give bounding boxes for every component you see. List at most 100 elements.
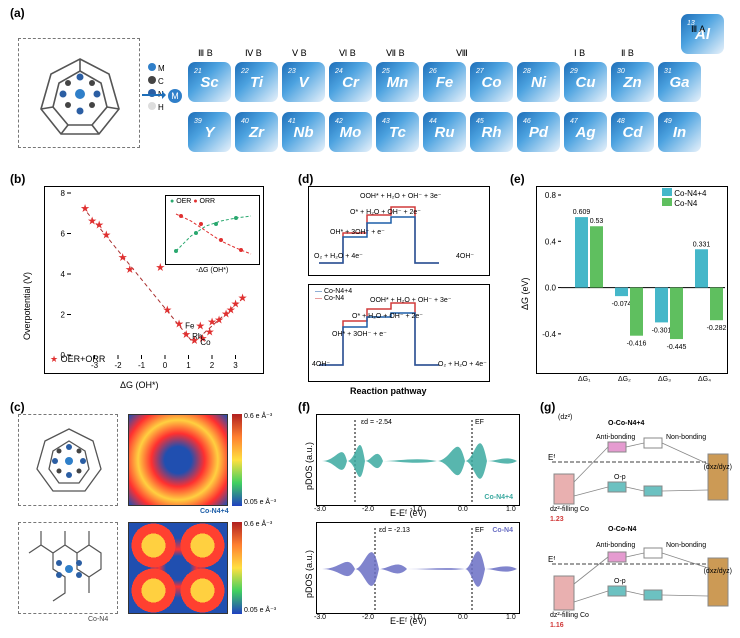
- f-top-ed: εd = -2.54: [361, 419, 392, 426]
- svg-text:0.0: 0.0: [545, 284, 557, 293]
- element-tile-Rh: 45Rh: [470, 112, 513, 152]
- g-top: Eᶠ O-Co-N4+4 Anti-bonding Non-bonding O-…: [548, 424, 732, 516]
- element-tile-In: 49In: [658, 112, 701, 152]
- e-legend: Co-N4+4 Co-N4: [662, 188, 706, 208]
- svg-text:6: 6: [61, 230, 66, 239]
- c-cbar1: [232, 414, 242, 506]
- svg-text:-2: -2: [114, 361, 122, 370]
- f-top-ef: EF: [475, 419, 484, 426]
- svg-text:8: 8: [61, 189, 66, 198]
- label-b: (b): [10, 172, 25, 186]
- group-label: Ⅵ B: [339, 48, 356, 59]
- c-lab2: Co-N4: [88, 616, 108, 623]
- svg-text:-0.416: -0.416: [627, 341, 647, 348]
- f-bot-ef: EF: [475, 527, 484, 534]
- chart-b-inset: ● OER ● ORR -ΔG (OH*): [165, 195, 260, 265]
- d-xlabel: Reaction pathway: [350, 386, 427, 396]
- c-cbar2-hi: 0.6 e Å⁻³: [244, 520, 272, 528]
- c-struct1: [18, 414, 118, 506]
- svg-text:★: ★: [80, 203, 90, 215]
- inset-legend: ● OER ● ORR: [170, 198, 215, 205]
- svg-text:2: 2: [61, 311, 66, 320]
- label-a: (a): [10, 6, 25, 20]
- b-ylabel: Overpotential (V): [22, 272, 32, 340]
- c-struct2: [18, 522, 118, 614]
- element-tile-Y: 39Y: [188, 112, 231, 152]
- svg-text:0.4: 0.4: [545, 237, 557, 246]
- label-d: (d): [298, 172, 313, 186]
- f-bot-lab: Co-N4: [492, 527, 513, 534]
- svg-text:0.331: 0.331: [693, 241, 711, 248]
- c-cbar2: [232, 522, 242, 614]
- svg-text:1: 1: [186, 361, 191, 370]
- element-tile-Sc: 21Sc: [188, 62, 231, 102]
- svg-text:-0.4: -0.4: [542, 330, 556, 339]
- g-bot: Eᶠ O-Co-N4 Anti-bonding Non-bonding O-p …: [548, 530, 732, 622]
- c-cbar1-lo: 0.05 e Å⁻³: [244, 498, 276, 506]
- c-density1: [128, 414, 228, 506]
- group-label: Ⅶ B: [386, 48, 405, 59]
- element-tile-Tc: 43Tc: [376, 112, 419, 152]
- svg-text:-0.282: -0.282: [707, 325, 727, 332]
- svg-text:Fe: Fe: [185, 322, 195, 331]
- element-tile-Pd: 46Pd: [517, 112, 560, 152]
- svg-text:Co: Co: [200, 338, 211, 347]
- svg-text:★: ★: [125, 264, 135, 276]
- label-c: (c): [10, 400, 25, 414]
- element-tile-V: 23V: [282, 62, 325, 102]
- group-label: Ⅲ A: [691, 24, 705, 35]
- arrow-icon: [142, 90, 166, 100]
- c-cbar1-hi: 0.6 e Å⁻³: [244, 412, 272, 420]
- svg-text:-1: -1: [138, 361, 146, 370]
- svg-text:3: 3: [233, 361, 238, 370]
- label-f: (f): [298, 400, 310, 414]
- svg-text:Eᶠ: Eᶠ: [548, 453, 555, 462]
- group-label: Ⅱ B: [621, 48, 634, 59]
- d-legend: — Co-N4+4 — Co-N4: [315, 288, 352, 302]
- svg-text:-0.301: -0.301: [652, 327, 672, 334]
- element-tile-Zr: 40Zr: [235, 112, 278, 152]
- chart-f-top: εd = -2.54 Co-N4+4 EF: [316, 414, 520, 506]
- group-label: Ⅲ B: [198, 48, 213, 59]
- element-tile-Fe: 26Fe: [423, 62, 466, 102]
- chart-f-bot: εd = -2.13 Co-N4 EF: [316, 522, 520, 614]
- c-lab1: Co-N4+4: [200, 508, 229, 515]
- svg-text:★: ★: [101, 230, 111, 242]
- svg-text:★: ★: [155, 262, 165, 274]
- group-label: Ⅰ B: [574, 48, 585, 59]
- label-g: (g): [540, 400, 555, 414]
- g-header: (dz²): [558, 414, 572, 421]
- element-tile-Zn: 30Zn: [611, 62, 654, 102]
- svg-text:0.609: 0.609: [573, 209, 591, 216]
- molecule-structure: [18, 38, 140, 148]
- element-tile-Mn: 25Mn: [376, 62, 419, 102]
- element-tile-Cd: 48Cd: [611, 112, 654, 152]
- element-tile-Cr: 24Cr: [329, 62, 372, 102]
- group-label: Ⅳ B: [245, 48, 262, 59]
- chart-e: -0.40.00.40.80.6090.53-0.074-0.416-0.301…: [536, 186, 728, 374]
- group-label: Ⅷ: [456, 48, 468, 59]
- element-tile-Ni: 28Ni: [517, 62, 560, 102]
- f-top-lab: Co-N4+4: [484, 494, 513, 501]
- svg-text:★: ★: [118, 252, 128, 264]
- chart-b: -3-2-1012302468★★★★★★★★★★★★★★★★★★★★FeRhC…: [44, 186, 264, 374]
- element-tile-Co: 27Co: [470, 62, 513, 102]
- svg-text:0.53: 0.53: [590, 218, 604, 225]
- element-tile-Mo: 42Mo: [329, 112, 372, 152]
- element-tile-Cu: 29Cu: [564, 62, 607, 102]
- c-cbar2-lo: 0.05 e Å⁻³: [244, 606, 276, 614]
- b-legend: ★ OER+ORR: [50, 354, 105, 365]
- f-bot-ed: εd = -2.13: [379, 527, 410, 534]
- c-density2: [128, 522, 228, 614]
- b-xlabel: ΔG (OH*): [120, 380, 159, 390]
- svg-text:Eᶠ: Eᶠ: [548, 555, 555, 564]
- element-tile-Ti: 22Ti: [235, 62, 278, 102]
- group-label: Ⅴ B: [292, 48, 307, 59]
- f-ylabel1: pDOS (a.u.): [304, 442, 314, 490]
- f-ylabel2: pDOS (a.u.): [304, 550, 314, 598]
- molecule-legend: M C N H: [148, 62, 165, 114]
- svg-text:4: 4: [61, 270, 66, 279]
- svg-text:★: ★: [162, 304, 172, 316]
- svg-text:0: 0: [163, 361, 168, 370]
- m-bullet: M: [168, 89, 182, 103]
